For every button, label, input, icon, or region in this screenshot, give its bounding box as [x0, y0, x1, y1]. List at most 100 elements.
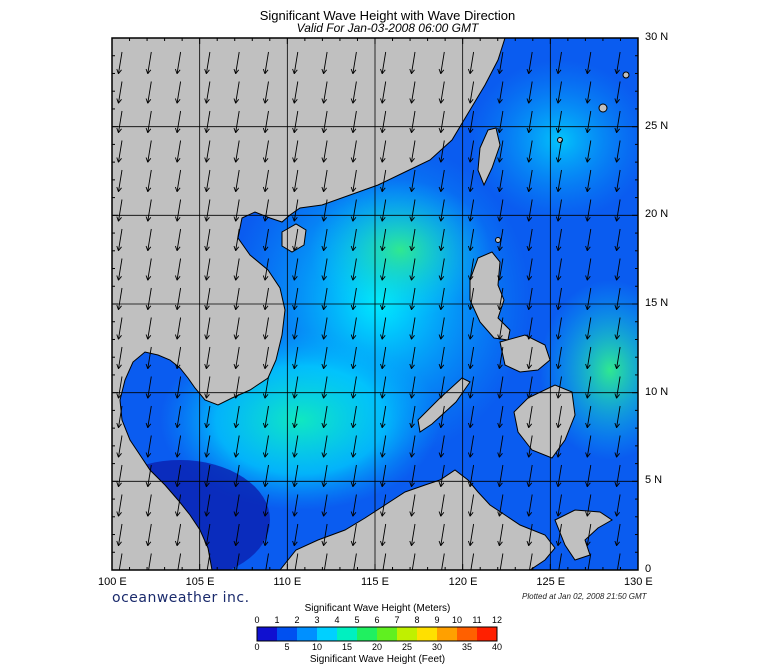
wave-direction-arrow [350, 81, 357, 104]
wave-direction-arrow [555, 258, 562, 281]
wave-direction-arrow [350, 376, 357, 399]
wave-direction-arrow [585, 228, 592, 252]
wave-direction-arrow [467, 81, 475, 104]
wave-direction-arrow [409, 464, 416, 488]
wave-direction-arrow [204, 376, 211, 399]
wave-direction-arrow [262, 110, 269, 134]
wave-direction-arrow [555, 405, 562, 429]
wave-direction-arrow [262, 258, 269, 281]
wave-direction-arrow [438, 287, 445, 311]
wave-direction-arrow [614, 464, 621, 488]
lat-tick-label: 10 N [645, 385, 669, 398]
wave-direction-arrow [380, 464, 387, 488]
wave-direction-arrow [409, 169, 416, 193]
colorbar-meters-label: 10 [451, 615, 463, 625]
wave-direction-arrow [116, 287, 123, 311]
wave-direction-arrow [233, 494, 240, 517]
wave-direction-arrow [116, 346, 123, 370]
wave-direction-arrow [204, 523, 211, 547]
lon-tick-label: 130 E [624, 576, 653, 588]
wave-direction-arrow [497, 228, 504, 252]
colorbar-feet-label: 20 [371, 642, 383, 652]
wave-direction-arrow [585, 317, 592, 340]
wave-direction-arrow [145, 405, 152, 429]
colorbar-meters-label: 12 [491, 615, 503, 625]
wave-direction-arrow [321, 51, 328, 75]
wave-direction-arrow [116, 435, 123, 458]
colorbar-segment [397, 627, 418, 641]
wave-direction-arrow [233, 287, 240, 311]
wave-direction-arrow [174, 140, 182, 163]
lon-tick-label: 105 E [185, 576, 215, 588]
wave-direction-arrow [555, 376, 562, 399]
wave-direction-arrow [174, 376, 182, 399]
wave-direction-arrow [555, 140, 562, 163]
wave-direction-arrow [438, 523, 445, 547]
wave-direction-arrow [380, 81, 387, 104]
land-taiwan [477, 127, 501, 187]
wave-direction-arrow [555, 287, 562, 311]
wave-direction-arrow [204, 258, 211, 281]
wave-direction-arrow [526, 81, 533, 104]
wave-direction-arrow [497, 287, 504, 311]
wave-direction-arrow [526, 494, 533, 517]
wave-direction-arrow [614, 81, 621, 104]
wave-direction-arrow [409, 51, 416, 75]
wave-direction-arrow [350, 110, 357, 134]
wave-direction-arrow [350, 464, 357, 488]
brand-logo-text: oceanweather inc. [112, 590, 250, 606]
wave-direction-arrow [350, 435, 357, 458]
wave-direction-arrow [204, 51, 211, 75]
wave-direction-arrow [116, 81, 123, 104]
wave-direction-arrow [409, 287, 416, 311]
wave-direction-arrow [585, 140, 592, 163]
wave-direction-arrow [204, 464, 211, 488]
colorbar-meters-label: 11 [472, 615, 482, 625]
wave-direction-arrow [497, 199, 504, 222]
wave-direction-arrow [380, 494, 387, 517]
wave-direction-arrow [614, 405, 621, 429]
wave-direction-arrow [380, 51, 387, 75]
wave-direction-arrow [116, 258, 123, 281]
wave-direction-arrow [526, 346, 533, 370]
wave-direction-arrow [350, 228, 357, 252]
colorbar-feet-label: 10 [311, 642, 323, 652]
wave-direction-arrow [555, 494, 562, 517]
wave-direction-arrow [467, 169, 475, 193]
wave-direction-arrow [174, 110, 182, 134]
wave-direction-arrow [614, 287, 621, 311]
wave-direction-arrow [438, 199, 445, 222]
colorbar-feet-label: 0 [254, 642, 260, 652]
wave-direction-arrow [555, 346, 562, 370]
wave-direction-arrow [526, 464, 533, 488]
wave-direction-arrow [233, 110, 240, 134]
wave-direction-arrow [555, 228, 562, 252]
wave-direction-arrow [204, 405, 211, 429]
wave-direction-arrow [497, 169, 504, 193]
colorbar [256, 626, 498, 642]
wave-direction-arrow [145, 140, 152, 163]
colorbar-feet-label: 15 [341, 642, 353, 652]
colorbar-segment [277, 627, 298, 641]
wave-direction-arrow [555, 110, 562, 134]
wave-direction-arrow [174, 346, 182, 370]
wave-direction-arrow [262, 523, 269, 547]
wave-direction-arrow [380, 169, 387, 193]
wave-direction-arrow [585, 258, 592, 281]
lon-tick-label: 115 E [361, 576, 389, 588]
wave-direction-arrow [262, 51, 269, 75]
wave-direction-arrow [614, 169, 621, 193]
wave-direction-arrow [145, 228, 152, 252]
wave-direction-arrow [292, 523, 299, 547]
wave-direction-arrow [497, 81, 504, 104]
wave-direction-arrow [321, 346, 328, 370]
wave-direction-arrow [145, 376, 152, 399]
wave-direction-arrow [321, 169, 328, 193]
wave-direction-arrow [233, 317, 240, 340]
wave-direction-arrow [467, 346, 475, 370]
wave-direction-arrow [204, 81, 211, 104]
wave-direction-arrow [497, 376, 504, 399]
plotted-time: Plotted at Jan 02, 2008 21:50 GMT [522, 592, 647, 601]
wave-direction-arrow [585, 199, 592, 222]
wave-direction-arrow [145, 258, 152, 281]
